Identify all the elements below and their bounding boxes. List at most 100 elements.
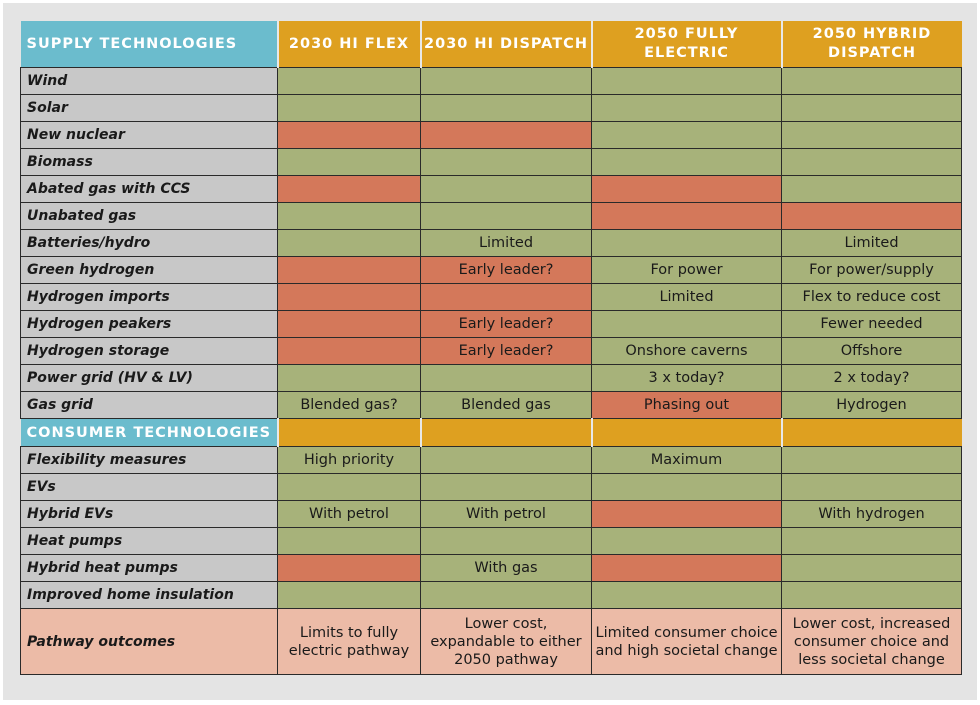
table-cell — [420, 175, 592, 203]
table-cell — [781, 473, 962, 501]
table-cell: Early leader? — [420, 337, 592, 365]
section-spacer-cell — [780, 418, 962, 447]
outcome-cell: Lower cost, increased consumer choice an… — [781, 608, 962, 675]
table-cell: With petrol — [277, 500, 421, 528]
table-cell — [591, 473, 782, 501]
table-cell — [781, 554, 962, 582]
table-cell — [277, 337, 421, 365]
table-cell: 3 x today? — [591, 364, 782, 392]
table-cell — [420, 364, 592, 392]
table-row: Unabated gas — [20, 202, 962, 230]
pathway-outcomes-row: Pathway outcomes Limits to fully electric… — [20, 608, 962, 675]
section-spacer-cell — [276, 418, 421, 447]
table-cell: Maximum — [591, 446, 782, 474]
table-cell — [591, 121, 782, 149]
table-cell — [420, 202, 592, 230]
table-cell — [277, 148, 421, 176]
column-header-2030-hi-dispatch: 2030 HI DISPATCH — [419, 21, 592, 68]
table-cell — [781, 67, 962, 95]
supply-technologies-header: SUPPLY TECHNOLOGIES — [20, 21, 278, 68]
row-label: Hydrogen storage — [20, 337, 278, 365]
row-label: Improved home insulation — [20, 581, 278, 609]
table-row: New nuclear — [20, 121, 962, 149]
row-label: Power grid (HV & LV) — [20, 364, 278, 392]
table-cell: High priority — [277, 446, 421, 474]
table-cell — [277, 67, 421, 95]
row-label: Hydrogen peakers — [20, 310, 278, 338]
table-cell — [420, 67, 592, 95]
table-cell: With gas — [420, 554, 592, 582]
row-label: Pathway outcomes — [20, 608, 278, 675]
table-cell — [420, 473, 592, 501]
row-label: Hydrogen imports — [20, 283, 278, 311]
table-cell — [591, 229, 782, 257]
table-cell — [781, 446, 962, 474]
outcome-cell: Limits to fully electric pathway — [277, 608, 421, 675]
table-cell — [591, 500, 782, 528]
table-cell — [591, 67, 782, 95]
table-row: Power grid (HV & LV) 3 x today? 2 x today? — [20, 364, 962, 392]
row-label: Gas grid — [20, 391, 278, 419]
table-row: EVs — [20, 473, 962, 501]
table-cell — [781, 94, 962, 122]
row-label: Batteries/hydro — [20, 229, 278, 257]
table-cell: With petrol — [420, 500, 592, 528]
table-cell: Onshore caverns — [591, 337, 782, 365]
row-label: Green hydrogen — [20, 256, 278, 284]
row-label: New nuclear — [20, 121, 278, 149]
row-label: Biomass — [20, 148, 278, 176]
table-cell — [277, 175, 421, 203]
row-label: Abated gas with CCS — [20, 175, 278, 203]
table-cell — [420, 283, 592, 311]
row-label: EVs — [20, 473, 278, 501]
table-cell — [781, 148, 962, 176]
table-cell: Hydrogen — [781, 391, 962, 419]
table-cell — [277, 229, 421, 257]
table-cell — [420, 581, 592, 609]
table-cell: Limited — [781, 229, 962, 257]
table-cell — [591, 581, 782, 609]
table-cell: With hydrogen — [781, 500, 962, 528]
table-row: Heat pumps — [20, 527, 962, 555]
table-cell — [591, 554, 782, 582]
table-cell — [591, 94, 782, 122]
table-cell: Blended gas — [420, 391, 592, 419]
table-cell: Phasing out — [591, 391, 782, 419]
table-cell — [277, 256, 421, 284]
table-cell — [781, 121, 962, 149]
consumer-section-row: CONSUMER TECHNOLOGIES — [20, 418, 962, 447]
table-cell — [420, 527, 592, 555]
outcome-cell: Lower cost, expandable to either 2050 pa… — [420, 608, 592, 675]
table-row: Gas grid Blended gas? Blended gas Phasing o… — [20, 391, 962, 419]
table-row: Biomass — [20, 148, 962, 176]
row-label: Unabated gas — [20, 202, 278, 230]
table-cell — [591, 175, 782, 203]
table-row: Hydrogen imports Limited Flex to reduce co… — [20, 283, 962, 311]
table-cell: Blended gas? — [277, 391, 421, 419]
row-label: Hybrid EVs — [20, 500, 278, 528]
table-row: Green hydrogen Early leader? For power For … — [20, 256, 962, 284]
table-cell — [781, 175, 962, 203]
row-label: Flexibility measures — [20, 446, 278, 474]
table-row: Batteries/hydro Limited Limited — [20, 229, 962, 257]
table-cell: Flex to reduce cost — [781, 283, 962, 311]
row-label: Wind — [20, 67, 278, 95]
table-row: Wind — [20, 67, 962, 95]
table-cell — [420, 94, 592, 122]
table-cell: For power — [591, 256, 782, 284]
outcome-cell: Limited consumer choice and high societa… — [591, 608, 782, 675]
table-row: Hydrogen storage Early leader? Onshore cav… — [20, 337, 962, 365]
header-row: SUPPLY TECHNOLOGIES 2030 HI FLEX 2030 HI… — [20, 21, 962, 68]
table-cell — [277, 527, 421, 555]
table-cell — [781, 527, 962, 555]
table-cell — [277, 283, 421, 311]
table-row: Flexibility measures High priority Maximum — [20, 446, 962, 474]
table-cell — [277, 310, 421, 338]
table-cell: Early leader? — [420, 256, 592, 284]
table-cell — [781, 581, 962, 609]
table-cell: Offshore — [781, 337, 962, 365]
consumer-technologies-header: CONSUMER TECHNOLOGIES — [20, 418, 278, 447]
section-spacer-cell — [419, 418, 592, 447]
table-cell — [277, 121, 421, 149]
table-cell — [420, 148, 592, 176]
